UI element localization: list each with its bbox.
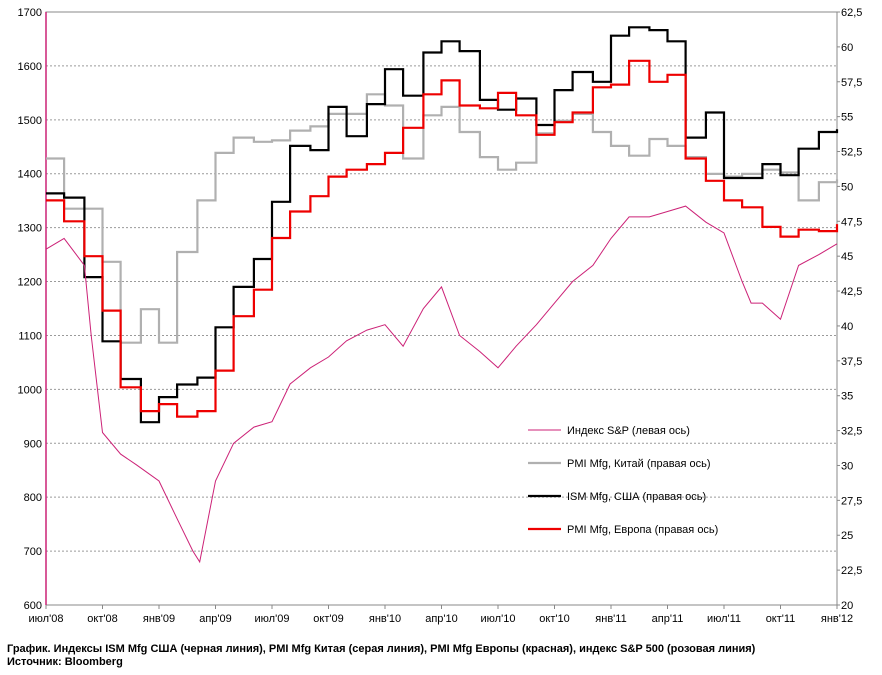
- y-left-tick-label: 1000: [18, 384, 42, 396]
- caption-source: Источник: Bloomberg: [7, 656, 123, 668]
- y-left-tick-label: 800: [24, 492, 42, 504]
- x-tick-label: окт'08: [87, 613, 117, 625]
- y-right-tick-label: 27,5: [841, 495, 862, 507]
- series-line-3: [46, 59, 839, 418]
- y-right-tick-label: 32,5: [841, 426, 862, 438]
- y-right-tick-label: 40: [841, 321, 853, 333]
- legend-label-3: PMI Mfg, Европа (правая ось): [567, 524, 718, 536]
- x-tick-label: янв'12: [821, 613, 853, 625]
- y-left-tick-label: 1100: [18, 330, 42, 342]
- x-tick-label: окт'11: [766, 613, 796, 625]
- y-left-tick-label: 1700: [18, 7, 42, 19]
- y-left-tick-label: 1600: [18, 61, 42, 73]
- y-right-tick-label: 45: [841, 251, 853, 263]
- y-left-tick-label: 1500: [18, 115, 42, 127]
- legend-label-2: ISM Mfg, США (правая ось): [567, 491, 706, 503]
- x-tick-label: апр'09: [199, 613, 232, 625]
- legend-label-1: PMI Mfg, Китай (правая ось): [567, 458, 711, 470]
- y-right-tick-label: 55: [841, 112, 853, 124]
- y-right-tick-label: 60: [841, 42, 853, 54]
- y-left-tick-label: 700: [24, 546, 42, 558]
- y-left-tick-label: 1300: [18, 223, 42, 235]
- y-right-tick-label: 30: [841, 460, 853, 472]
- x-tick-label: янв'10: [369, 613, 401, 625]
- x-tick-label: окт'10: [539, 613, 569, 625]
- y-right-tick-label: 25: [841, 530, 853, 542]
- x-tick-label: янв'11: [595, 613, 626, 625]
- x-tick-label: янв'09: [143, 613, 175, 625]
- series-line-1: [46, 93, 839, 344]
- y-right-tick-label: 42,5: [841, 286, 862, 298]
- y-right-tick-label: 20: [841, 600, 853, 612]
- x-tick-label: окт'09: [313, 613, 343, 625]
- y-right-tick-label: 50: [841, 181, 853, 193]
- x-tick-label: июл'08: [29, 613, 64, 625]
- y-left-tick-label: 900: [24, 438, 42, 450]
- y-left-tick-label: 1400: [18, 169, 42, 181]
- x-tick-label: июл'09: [255, 613, 290, 625]
- x-tick-label: апр'11: [652, 613, 684, 625]
- series-line-0: [45, 205, 838, 564]
- y-right-tick-label: 57,5: [841, 77, 862, 89]
- x-tick-label: июл'11: [707, 613, 741, 625]
- y-right-tick-label: 22,5: [841, 565, 862, 577]
- y-left-tick-label: 600: [24, 600, 42, 612]
- chart-area: 600 700 800 900 1000 1100 1200 1300 1400 1500 1600…: [18, 7, 863, 625]
- series-line-2: [46, 26, 839, 424]
- y-right-tick-label: 47,5: [841, 216, 862, 228]
- x-tick-label: апр'10: [425, 613, 458, 625]
- x-tick-label: июл'10: [481, 613, 516, 625]
- plot-border: [45, 11, 838, 606]
- y-right-tick-label: 52,5: [841, 147, 862, 159]
- legend-label-0: Индекс S&P (левая ось): [567, 425, 690, 437]
- y-right-tick-label: 62,5: [841, 7, 862, 19]
- caption-title: График. Индексы ISM Mfg США (черная лини…: [7, 643, 756, 655]
- y-left-tick-label: 1200: [18, 277, 42, 289]
- chart-caption: График. Индексы ISM Mfg США (черная лини…: [7, 643, 877, 669]
- y-right-tick-label: 37,5: [841, 356, 862, 368]
- y-right-tick-label: 35: [841, 391, 853, 403]
- line-chart: 600 700 800 900 1000 1100 1200 1300 1400 1500 1600…: [18, 7, 863, 625]
